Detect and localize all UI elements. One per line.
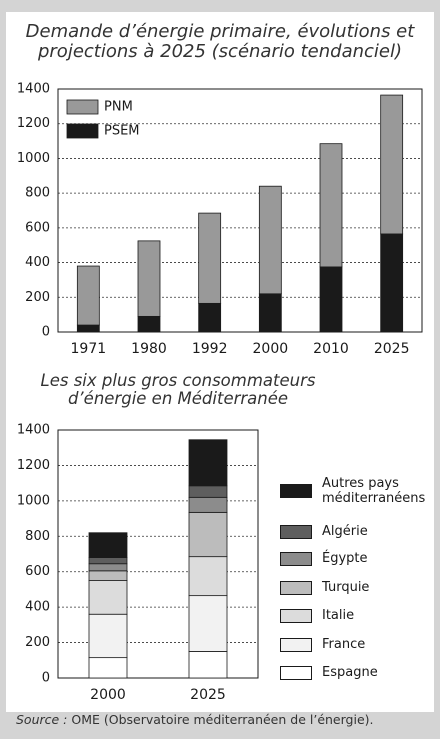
- y-tick-label: 600: [25, 564, 50, 579]
- bar-segment: [188, 651, 228, 679]
- bar-segment: [88, 532, 128, 558]
- bar-segment: [319, 143, 343, 268]
- legend-label: Égypte: [322, 551, 368, 566]
- legend-label: Turquie: [322, 580, 370, 595]
- legend-swatch: [66, 99, 99, 115]
- legend-label: Algérie: [322, 524, 368, 539]
- x-tick-label: 2025: [374, 341, 410, 357]
- bar-segment: [258, 293, 282, 333]
- y-tick-label: 200: [25, 290, 50, 305]
- legend-label: PNM: [104, 100, 133, 115]
- x-tick-label: 1971: [71, 341, 107, 357]
- bar-segment: [188, 511, 228, 558]
- bar-segment: [198, 212, 222, 304]
- bar-segment: [188, 595, 228, 652]
- y-tick-label: 1000: [17, 493, 50, 508]
- legend-label: PSEM: [104, 124, 140, 139]
- legend-label: Autres pays méditerranéens: [322, 475, 426, 507]
- bar-segment: [88, 563, 128, 572]
- y-tick-label: 1200: [17, 458, 50, 473]
- y-tick-label: 0: [42, 671, 50, 686]
- bar-segment: [188, 556, 228, 597]
- source-text: OME (Observatoire méditerranéen de l’éne…: [71, 712, 374, 727]
- bar-segment: [198, 302, 222, 333]
- bar-segment: [137, 315, 161, 333]
- y-tick-label: 1000: [17, 151, 50, 166]
- bar-segment: [88, 557, 128, 565]
- chart-title: Les six plus gros consommateurs d’énergi…: [40, 371, 316, 409]
- legend-label: Espagne: [322, 665, 378, 680]
- bar-segment: [88, 570, 128, 581]
- bar-segment: [380, 94, 404, 235]
- x-tick-label: 1992: [192, 341, 228, 357]
- bar-segment: [88, 657, 128, 679]
- legend-swatch: [280, 484, 312, 499]
- source-label: Source :: [16, 712, 68, 727]
- y-tick-label: 200: [25, 635, 50, 650]
- bar-segment: [258, 185, 282, 295]
- bar-segment: [76, 324, 100, 333]
- y-tick-label: 600: [25, 220, 50, 235]
- legend-swatch: [280, 551, 312, 566]
- legend-item: Turquie: [280, 580, 437, 596]
- y-tick-label: 1400: [17, 423, 50, 438]
- legend-item: Algérie: [280, 524, 437, 540]
- legend-swatch: [280, 608, 312, 623]
- bar-segment: [137, 240, 161, 317]
- bar-segment: [88, 613, 128, 659]
- legend-label: Italie: [322, 608, 355, 623]
- bar-segment: [319, 266, 343, 333]
- bar-segment: [188, 439, 228, 487]
- legend-item: France: [280, 637, 437, 653]
- chart-title: Demande d’énergie primaire, évolutions e…: [25, 21, 415, 63]
- plot-frame: [57, 429, 259, 679]
- legend-swatch: [280, 665, 312, 680]
- legend-item: Égypte: [280, 551, 437, 567]
- bar-segment: [188, 485, 228, 498]
- y-tick-label: 400: [25, 600, 50, 615]
- y-tick-label: 800: [25, 529, 50, 544]
- x-tick-label: 1980: [131, 341, 167, 357]
- y-tick-label: 0: [42, 325, 50, 340]
- x-tick-label: 2010: [313, 341, 349, 357]
- legend-swatch: [280, 524, 312, 539]
- y-tick-label: 1200: [17, 116, 50, 131]
- plot-frame: [57, 88, 423, 333]
- legend-item: Autres pays méditerranéens: [280, 476, 437, 507]
- legend-swatch: [280, 580, 312, 595]
- y-tick-label: 800: [25, 186, 50, 201]
- bar-segment: [76, 265, 100, 326]
- y-tick-label: 400: [25, 255, 50, 270]
- x-tick-label: 2025: [190, 687, 226, 703]
- legend-swatch: [280, 637, 312, 652]
- legend-swatch: [66, 123, 99, 139]
- legend-item: Italie: [280, 608, 437, 624]
- source: Source : OME (Observatoire méditerranéen…: [16, 712, 373, 727]
- legend-item: Espagne: [280, 665, 437, 681]
- bar-segment: [188, 496, 228, 513]
- x-tick-label: 2000: [253, 341, 289, 357]
- bar-segment: [88, 580, 128, 615]
- y-tick-label: 1400: [17, 82, 50, 97]
- legend-label: France: [322, 637, 366, 652]
- x-tick-label: 2000: [90, 687, 126, 703]
- bar-segment: [380, 233, 404, 333]
